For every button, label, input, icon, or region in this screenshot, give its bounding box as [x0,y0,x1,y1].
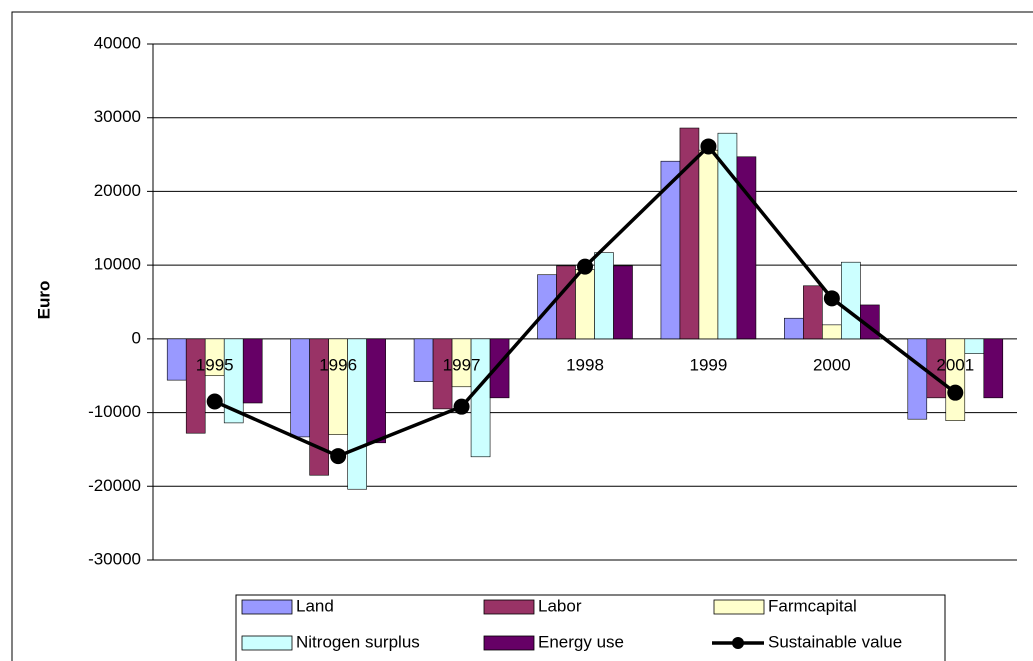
legend-label: Land [296,596,334,615]
bar [413,338,434,382]
bar [594,252,614,340]
legend-label: Farmcapital [768,596,857,615]
x-tick-label: 2001 [936,355,974,374]
bar [964,338,985,354]
legend-label: Energy use [538,632,624,651]
bar [537,274,557,340]
bar [907,338,928,420]
line-marker [700,138,717,155]
x-tick-label: 1998 [566,355,604,374]
y-tick-label: -10000 [88,402,141,421]
bar [822,324,842,340]
legend-swatch [241,635,293,651]
x-tick-label: 1997 [443,355,481,374]
bar [489,338,510,399]
legend-swatch [483,599,535,615]
bar [841,261,861,340]
x-tick-label: 1995 [196,355,234,374]
y-tick-label: 40000 [94,33,141,52]
legend-swatch [483,635,535,651]
bar [556,265,576,340]
bar [736,156,757,340]
bar [945,338,966,421]
y-tick-label: 0 [132,328,141,347]
legend-label: Labor [538,596,582,615]
legend-label: Sustainable value [768,632,902,651]
x-tick-label: 1996 [319,355,357,374]
bar [166,338,187,381]
bar [366,338,386,444]
line-marker [947,384,964,401]
legend-swatch [732,637,744,649]
y-tick-label: 10000 [94,255,141,274]
line-marker [330,448,347,465]
line-marker [823,290,840,307]
bar [803,285,823,340]
bar [698,149,719,340]
bar [784,317,804,340]
bar [185,338,206,434]
x-tick-label: 2000 [813,355,851,374]
legend-label: Nitrogen surplus [296,632,420,651]
y-tick-label: 30000 [94,107,141,126]
bar [328,338,348,435]
bar [613,265,633,340]
bar [290,338,310,438]
legend-swatch [713,599,765,615]
y-axis-label: Euro [34,281,53,320]
bar [242,338,263,404]
line-marker [206,393,223,410]
bar [983,338,1004,399]
bar [575,269,595,340]
legend-box [235,594,946,661]
x-tick-label: 1999 [690,355,728,374]
y-tick-label: -30000 [88,549,141,568]
line-marker [453,398,470,415]
y-tick-label: 20000 [94,181,141,200]
line-marker [577,258,593,275]
legend-swatch [241,599,293,615]
y-tick-label: -20000 [88,476,141,495]
